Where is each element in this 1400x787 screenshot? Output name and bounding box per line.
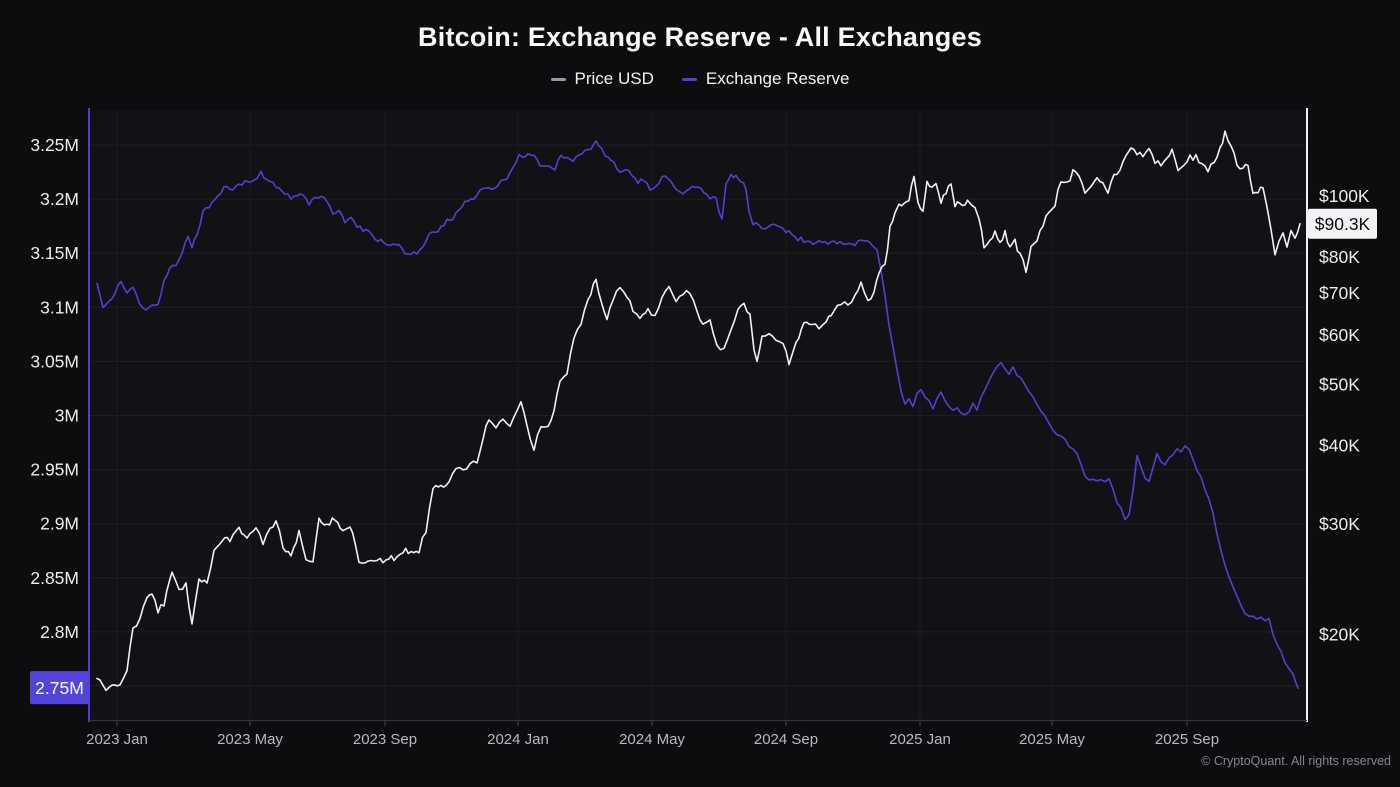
x-tick-label: 2024 May <box>619 731 685 748</box>
x-tick-label: 2025 Jan <box>889 731 951 748</box>
y-right-tick-label: $40K <box>1319 436 1360 456</box>
y-left-tick-label: 3.1M <box>40 297 79 317</box>
y-left-tick-label: 2.85M <box>30 568 79 588</box>
chart-legend: Price USD Exchange Reserve <box>0 69 1400 89</box>
y-right-tick-label: $60K <box>1319 325 1360 345</box>
legend-item-exchange-reserve[interactable]: Exchange Reserve <box>681 69 850 89</box>
y-left-tick-label: 3M <box>55 406 79 426</box>
x-tick-label: 2023 Jan <box>86 731 148 748</box>
x-tick-label: 2025 Sep <box>1155 731 1219 748</box>
copyright-text: © CryptoQuant. All rights reserved <box>1201 754 1391 768</box>
price-current-badge <box>1308 208 1377 239</box>
x-tick-label: 2023 Sep <box>353 731 417 748</box>
x-tick-label: 2023 May <box>217 731 283 748</box>
series-line-price-usd[interactable] <box>96 130 1301 692</box>
reserve-current-badge-label: 2.75M <box>35 678 84 698</box>
y-left-tick-label: 3.15M <box>30 243 79 263</box>
price-current-badge-label: $90.3K <box>1315 214 1371 234</box>
exchange-reserve-dash-icon <box>681 77 697 81</box>
legend-label-exchange-reserve: Exchange Reserve <box>705 69 850 88</box>
x-tick-label: 2025 May <box>1019 731 1085 748</box>
y-left-tick-label: 2.95M <box>30 460 79 480</box>
page-title: Bitcoin: Exchange Reserve - All Exchange… <box>418 22 982 52</box>
y-right-tick-label: $30K <box>1319 514 1360 534</box>
legend-item-price-usd[interactable]: Price USD <box>550 69 654 89</box>
reserve-current-badge <box>30 671 89 705</box>
legend-label-price-usd: Price USD <box>574 69 654 88</box>
y-left-tick-label: 3.2M <box>40 189 79 209</box>
y-right-tick-label: $70K <box>1319 283 1360 303</box>
y-right-tick-label: $100K <box>1319 186 1370 206</box>
y-right-tick-label: $20K <box>1319 624 1360 644</box>
y-left-tick-label: 2.9M <box>40 514 79 534</box>
y-left-tick-label: 2.8M <box>40 622 79 642</box>
price-usd-dash-icon <box>550 77 566 81</box>
series-line-exchange-reserve[interactable] <box>96 140 1299 689</box>
y-right-tick-label: $80K <box>1319 247 1360 267</box>
y-left-tick-label: 3.05M <box>30 351 79 371</box>
x-tick-label: 2024 Jan <box>487 731 549 748</box>
y-left-tick-label: 3.25M <box>30 135 79 155</box>
y-right-tick-label: $50K <box>1319 375 1360 395</box>
x-tick-label: 2024 Sep <box>754 731 818 748</box>
